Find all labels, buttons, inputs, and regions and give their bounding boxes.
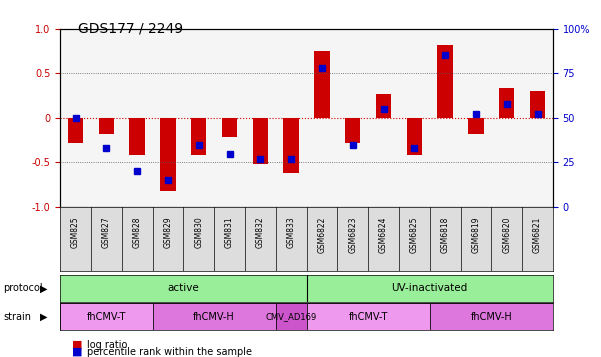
FancyBboxPatch shape — [60, 303, 153, 330]
Text: strain: strain — [3, 312, 31, 322]
Bar — [407, 118, 422, 155]
Text: ■: ■ — [72, 340, 82, 350]
Bar — [438, 45, 453, 118]
Bar — [530, 91, 545, 118]
Text: GSM830: GSM830 — [194, 217, 203, 248]
Text: protocol: protocol — [3, 283, 43, 293]
Text: GSM833: GSM833 — [287, 217, 296, 248]
Text: fhCMV-T: fhCMV-T — [87, 312, 126, 322]
FancyBboxPatch shape — [153, 303, 276, 330]
Bar — [314, 51, 329, 118]
Text: UV-inactivated: UV-inactivated — [392, 283, 468, 293]
Text: fhCMV-T: fhCMV-T — [349, 312, 388, 322]
Text: CMV_AD169: CMV_AD169 — [266, 312, 317, 321]
Bar — [68, 118, 83, 143]
Text: GSM6819: GSM6819 — [471, 217, 480, 253]
Bar — [376, 94, 391, 118]
Text: ▶: ▶ — [40, 312, 47, 322]
Bar — [99, 118, 114, 134]
Text: percentile rank within the sample: percentile rank within the sample — [87, 347, 252, 357]
Text: GSM828: GSM828 — [133, 217, 142, 248]
Bar — [252, 118, 268, 164]
Text: fhCMV-H: fhCMV-H — [194, 312, 235, 322]
Text: active: active — [168, 283, 199, 293]
Text: GSM827: GSM827 — [102, 217, 111, 248]
Text: GSM831: GSM831 — [225, 217, 234, 248]
Text: GSM832: GSM832 — [256, 217, 265, 248]
Bar — [468, 118, 484, 134]
Text: ▶: ▶ — [40, 283, 47, 293]
Text: GSM6823: GSM6823 — [348, 217, 357, 253]
Text: fhCMV-H: fhCMV-H — [471, 312, 512, 322]
Bar — [345, 118, 361, 143]
Text: GSM6820: GSM6820 — [502, 217, 511, 253]
Bar — [191, 118, 206, 155]
FancyBboxPatch shape — [276, 303, 307, 330]
Text: GSM6821: GSM6821 — [533, 217, 542, 253]
Text: GSM825: GSM825 — [71, 217, 80, 248]
Text: GDS177 / 2249: GDS177 / 2249 — [78, 21, 183, 35]
FancyBboxPatch shape — [307, 303, 430, 330]
Text: GSM6824: GSM6824 — [379, 217, 388, 253]
Bar — [160, 118, 175, 191]
FancyBboxPatch shape — [430, 303, 553, 330]
Bar — [499, 89, 514, 118]
Text: ■: ■ — [72, 347, 82, 357]
Text: log ratio: log ratio — [87, 340, 127, 350]
Text: GSM6825: GSM6825 — [410, 217, 419, 253]
Text: GSM6822: GSM6822 — [317, 217, 326, 253]
Bar — [129, 118, 145, 155]
Bar — [284, 118, 299, 173]
Text: GSM6818: GSM6818 — [441, 217, 450, 253]
Bar — [222, 118, 237, 137]
Text: GSM829: GSM829 — [163, 217, 172, 248]
